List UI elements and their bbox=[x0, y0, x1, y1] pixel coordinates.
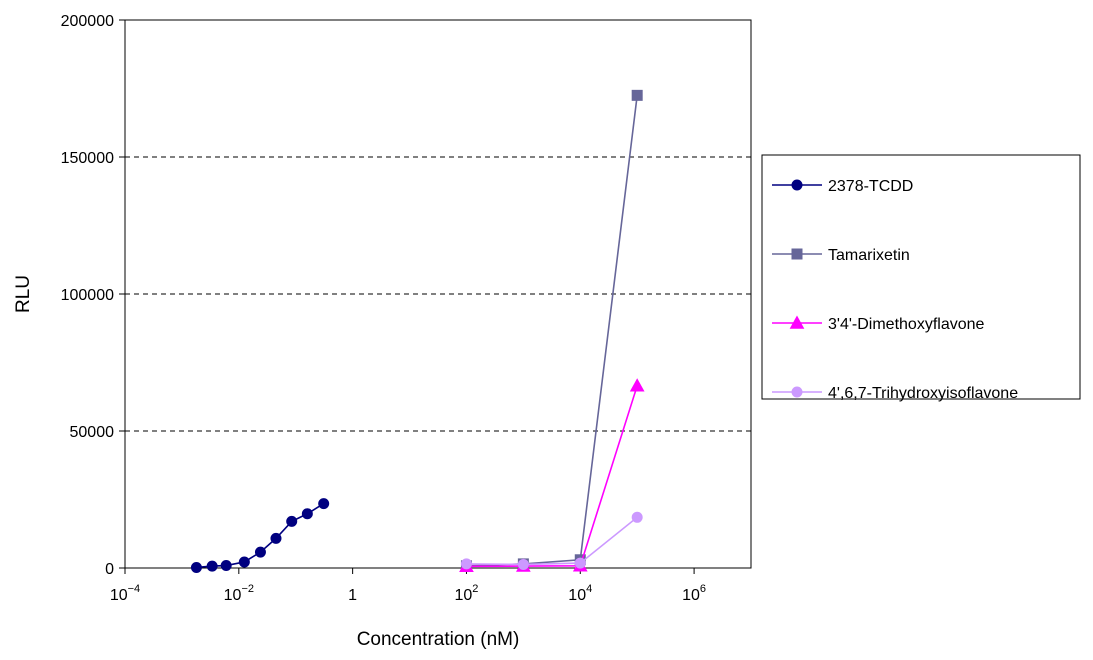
legend: 2378-TCDD Tamarixetin 3'4'-Dimethoxyflavon… bbox=[761, 154, 1081, 402]
x-tick-label: 106 bbox=[682, 583, 706, 604]
legend-item: Tamarixetin bbox=[772, 247, 910, 264]
data-point bbox=[791, 248, 803, 260]
data-point bbox=[206, 560, 218, 572]
y-tick-label: 200000 bbox=[61, 13, 114, 30]
legend-label: Tamarixetin bbox=[828, 247, 910, 264]
y-tick-label: 50000 bbox=[70, 424, 115, 441]
series bbox=[459, 378, 645, 573]
data-point bbox=[301, 508, 313, 520]
y-tick-label: 150000 bbox=[61, 150, 114, 167]
legend-item: 3'4'-Dimethoxyflavone bbox=[772, 315, 985, 333]
y-axis: 0 50000 100000 150000 200000 bbox=[61, 13, 125, 578]
data-point bbox=[220, 560, 232, 572]
legend-item: 4',6,7-Trihydroxyisoflavone bbox=[772, 385, 1018, 402]
y-tick-label: 0 bbox=[105, 561, 114, 578]
series-layer bbox=[190, 89, 645, 573]
data-point bbox=[629, 378, 645, 392]
y-tick-label: 100000 bbox=[61, 287, 114, 304]
data-point bbox=[318, 498, 330, 510]
series bbox=[460, 511, 643, 570]
data-point bbox=[631, 89, 643, 101]
x-tick-label: 104 bbox=[568, 583, 592, 604]
data-point bbox=[789, 315, 805, 329]
data-point bbox=[254, 546, 266, 558]
legend-box bbox=[761, 154, 1081, 400]
data-point bbox=[791, 386, 803, 398]
x-tick-label: 10−4 bbox=[110, 583, 140, 604]
x-axis-title: Concentration (nM) bbox=[357, 629, 520, 650]
gridlines bbox=[125, 156, 751, 432]
data-point bbox=[574, 557, 586, 569]
data-point bbox=[270, 532, 282, 544]
data-point bbox=[791, 179, 803, 191]
data-point bbox=[190, 561, 202, 573]
data-point bbox=[631, 511, 643, 523]
data-point bbox=[286, 515, 298, 527]
data-point bbox=[460, 558, 472, 570]
series bbox=[460, 89, 643, 572]
legend-item: 2378-TCDD bbox=[772, 178, 913, 195]
x-tick-label: 102 bbox=[454, 583, 478, 604]
legend-label: 4',6,7-Trihydroxyisoflavone bbox=[828, 385, 1018, 402]
data-point bbox=[517, 558, 529, 570]
series-line bbox=[466, 385, 638, 568]
series-line bbox=[466, 516, 638, 566]
y-axis-title: RLU bbox=[13, 275, 34, 313]
x-axis: 10−4 10−2 1 102 104 106 bbox=[110, 568, 706, 604]
data-point bbox=[238, 556, 250, 568]
legend-label: 3'4'-Dimethoxyflavone bbox=[828, 316, 985, 333]
legend-label: 2378-TCDD bbox=[828, 178, 913, 195]
series bbox=[190, 498, 330, 573]
series-line bbox=[466, 95, 638, 567]
x-tick-label: 1 bbox=[348, 587, 357, 604]
x-tick-label: 10−2 bbox=[224, 583, 254, 604]
